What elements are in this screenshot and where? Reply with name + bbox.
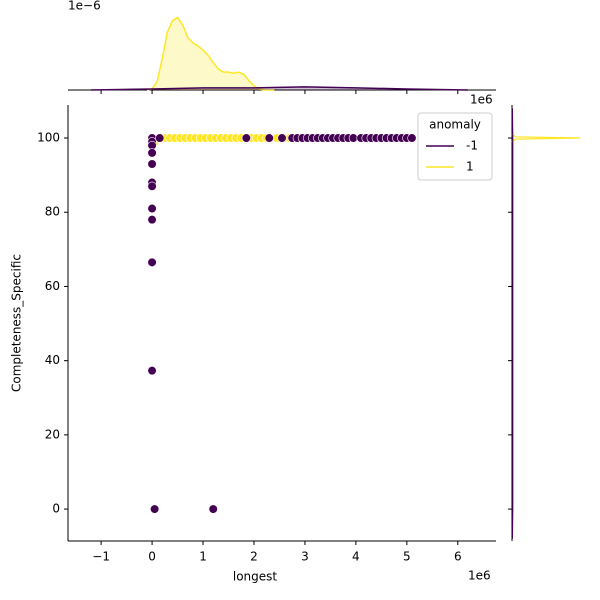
point (407, 133, 417, 143)
point (150, 504, 160, 514)
y-tick-label: 80 (45, 205, 60, 219)
kde-line (90, 86, 468, 91)
y-axis-label: Completeness_Specific (10, 254, 24, 392)
point (277, 133, 287, 143)
x-tick-label: 2 (250, 550, 258, 564)
point (264, 133, 274, 143)
point (147, 181, 157, 191)
point (147, 159, 157, 169)
x-tick-label: 0 (148, 550, 156, 564)
x-tick-label: 1 (199, 550, 207, 564)
legend-label: 1 (466, 160, 474, 174)
x-axis-label: longest (233, 570, 278, 584)
y-tick-label: 60 (45, 279, 60, 293)
y-tick-label: 40 (45, 353, 60, 367)
point (147, 366, 157, 376)
point (208, 504, 218, 514)
x-offset-label: 1e6 (468, 569, 491, 583)
x-tick-label: 4 (352, 550, 360, 564)
kde-area (146, 17, 275, 90)
kde-line (511, 133, 581, 143)
point (155, 133, 165, 143)
top-offset-label: 1e−6 (68, 0, 101, 13)
point (348, 133, 358, 143)
kde-line (146, 16, 275, 91)
y-tick-label: 100 (37, 131, 60, 145)
point (147, 257, 157, 267)
x-tick-label: 3 (301, 550, 309, 564)
point (147, 203, 157, 214)
x-tick-label: 6 (454, 550, 462, 564)
legend-title: anomaly (429, 118, 481, 132)
y-tick-label: 0 (52, 502, 60, 516)
legend-label: -1 (466, 139, 478, 153)
y-tick-label: 20 (45, 427, 60, 441)
point (241, 133, 251, 143)
x-tick-label: −1 (92, 550, 110, 564)
point (147, 148, 157, 158)
right-offset-label: 1e6 (470, 93, 493, 107)
point (147, 215, 157, 225)
x-tick-label: 5 (403, 550, 411, 564)
kde-area (90, 86, 468, 90)
legend-box (417, 112, 493, 181)
